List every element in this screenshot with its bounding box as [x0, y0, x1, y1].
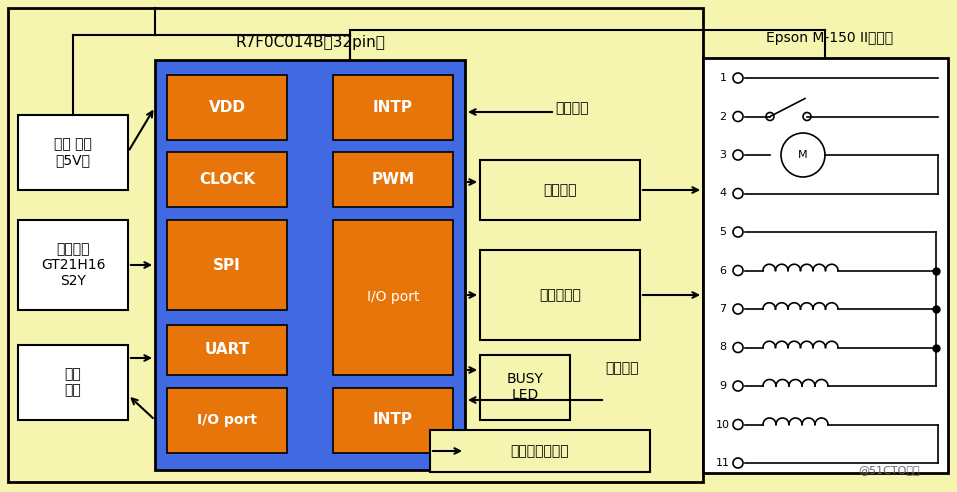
- Text: BUSY
LED: BUSY LED: [506, 372, 544, 402]
- Text: 电机驱动: 电机驱动: [544, 183, 577, 197]
- Bar: [18, 345, 128, 420]
- Text: R7F0C014B（32pin）: R7F0C014B（32pin）: [235, 34, 385, 50]
- Bar: [167, 75, 287, 140]
- Text: 字库芯片
GT21H16
S2Y: 字库芯片 GT21H16 S2Y: [41, 242, 105, 288]
- Bar: [480, 160, 640, 220]
- Text: 9: 9: [720, 381, 726, 391]
- Bar: [480, 355, 570, 420]
- Text: 10: 10: [716, 420, 730, 430]
- Text: Epson M-150 II打印头: Epson M-150 II打印头: [767, 31, 894, 45]
- Text: 11: 11: [716, 458, 730, 468]
- Bar: [155, 60, 465, 470]
- Bar: [18, 220, 128, 310]
- Bar: [333, 388, 453, 453]
- Bar: [333, 220, 453, 375]
- Text: INTP: INTP: [373, 412, 413, 428]
- Text: UART: UART: [205, 342, 250, 358]
- Bar: [333, 75, 453, 140]
- Bar: [167, 220, 287, 310]
- Bar: [167, 152, 287, 207]
- Text: 6: 6: [720, 266, 726, 276]
- Text: SPI: SPI: [213, 257, 241, 273]
- Text: I/O port: I/O port: [197, 413, 257, 427]
- Text: 打印针驱动: 打印针驱动: [539, 288, 581, 302]
- Bar: [167, 388, 287, 453]
- Bar: [333, 152, 453, 207]
- Text: 8: 8: [720, 342, 726, 352]
- Text: PWM: PWM: [371, 172, 414, 186]
- Bar: [430, 430, 650, 472]
- Text: 复位检测: 复位检测: [555, 101, 589, 115]
- Text: 电源 供电
（5V）: 电源 供电 （5V）: [54, 137, 92, 167]
- Text: 1: 1: [720, 73, 726, 83]
- Text: M: M: [798, 150, 808, 160]
- Text: 7: 7: [720, 304, 726, 314]
- Text: 走纸、自检按键: 走纸、自检按键: [511, 444, 569, 458]
- Text: I/O port: I/O port: [367, 290, 419, 304]
- Bar: [480, 250, 640, 340]
- Bar: [8, 8, 703, 482]
- Text: CLOCK: CLOCK: [199, 172, 256, 186]
- Text: 用户
接口: 用户 接口: [65, 367, 81, 397]
- Bar: [167, 325, 287, 375]
- Text: 3: 3: [720, 150, 726, 160]
- Text: 4: 4: [720, 188, 726, 198]
- Text: @51CTO博客: @51CTO博客: [858, 465, 920, 475]
- Text: VDD: VDD: [209, 99, 246, 115]
- Text: 位置检测: 位置检测: [605, 361, 638, 375]
- Text: 2: 2: [720, 112, 726, 122]
- Text: 5: 5: [720, 227, 726, 237]
- Bar: [18, 115, 128, 190]
- Text: INTP: INTP: [373, 99, 413, 115]
- Bar: [703, 58, 948, 473]
